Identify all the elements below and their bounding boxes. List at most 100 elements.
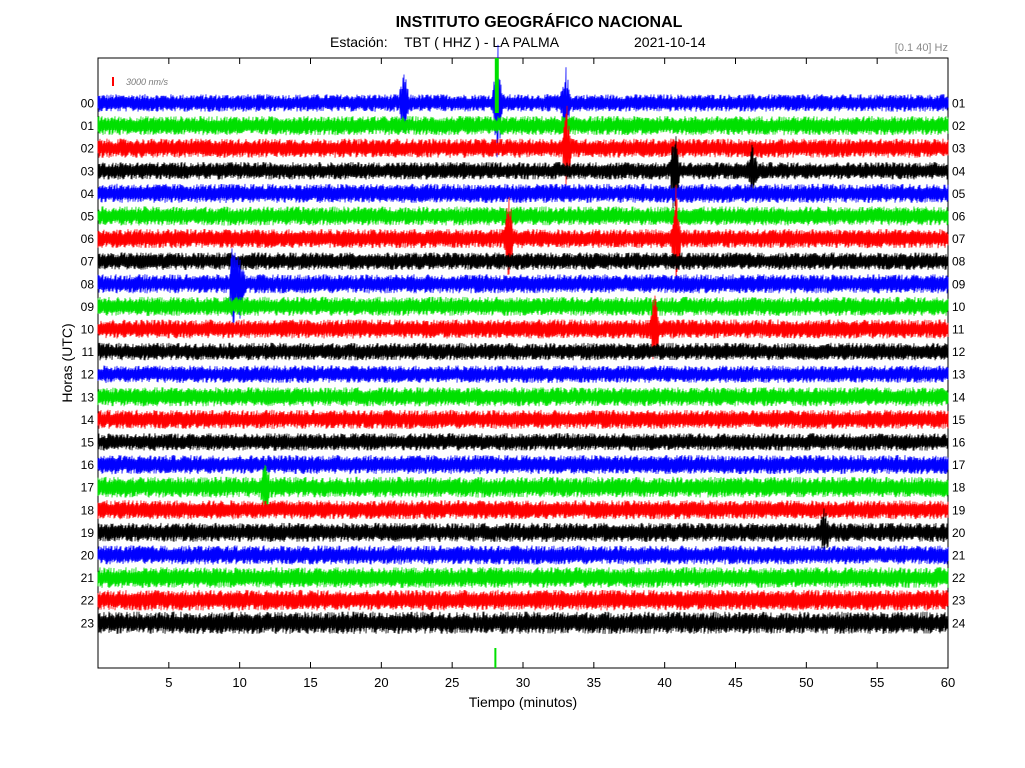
trace-hour-05 <box>97 206 949 226</box>
plot-area <box>97 57 949 669</box>
event-spike-bottom <box>494 648 497 668</box>
x-tick-label: 25 <box>445 675 459 690</box>
hour-label-left: 11 <box>82 345 95 359</box>
trace-hour-04 <box>97 183 949 204</box>
hour-label-left: 09 <box>81 300 95 314</box>
hour-label-left: 05 <box>81 210 95 224</box>
hour-label-right: 15 <box>952 413 966 427</box>
hour-label-left: 04 <box>81 187 95 201</box>
hour-labels-right: 01 02 03 04 05 06 07 08 09 10 11 12 13 14 15 16 17 18 19 20… <box>952 97 966 631</box>
hour-label-left: 06 <box>81 232 95 246</box>
hour-label-left: 22 <box>81 594 95 608</box>
hour-label-right: 14 <box>952 390 966 404</box>
hour-label-left: 20 <box>81 549 95 563</box>
trace-hour-03 <box>97 136 949 209</box>
hour-label-right: 22 <box>952 571 966 585</box>
record-date: 2021-10-14 <box>634 34 706 50</box>
x-tick-label: 5 <box>165 675 172 690</box>
scale-bar <box>112 77 114 86</box>
hour-label-right: 20 <box>952 526 966 540</box>
x-tick-label: 50 <box>799 675 813 690</box>
trace-hour-14 <box>97 409 949 430</box>
hour-label-right: 13 <box>952 368 966 382</box>
hour-label-left: 16 <box>81 458 95 472</box>
hour-label-left: 13 <box>81 390 95 404</box>
x-tick-label: 35 <box>587 675 601 690</box>
event-spike-top <box>494 58 499 113</box>
hour-label-left: 00 <box>81 97 95 111</box>
trace-hour-11 <box>97 342 949 361</box>
trace-hour-16 <box>97 454 949 475</box>
station-label: Estación: <box>330 34 388 50</box>
hour-label-right: 05 <box>952 187 966 201</box>
hour-label-right: 01 <box>952 97 966 111</box>
hour-label-left: 03 <box>81 164 95 178</box>
hour-label-left: 07 <box>81 255 95 269</box>
x-tick-label: 10 <box>232 675 246 690</box>
hour-label-left: 01 <box>81 119 95 133</box>
hour-label-right: 09 <box>952 277 966 291</box>
trace-hour-18 <box>97 500 949 520</box>
station-name: TBT ( HHZ ) - LA PALMA <box>404 34 560 50</box>
hour-label-left: 02 <box>81 142 95 156</box>
x-tick-label: 60 <box>941 675 955 690</box>
trace-hour-23 <box>97 611 949 635</box>
trace-hour-02 <box>97 105 949 186</box>
hour-label-left: 21 <box>81 571 95 585</box>
trace-hour-06 <box>97 184 949 293</box>
hour-label-left: 14 <box>81 413 95 427</box>
x-tick-label: 15 <box>303 675 317 690</box>
hour-label-left: 19 <box>81 526 95 540</box>
hour-label-right: 18 <box>952 481 966 495</box>
hour-label-right: 24 <box>952 616 966 630</box>
hour-label-left: 17 <box>81 481 95 495</box>
trace-hour-19 <box>97 508 949 556</box>
trace-hour-09 <box>97 296 949 317</box>
trace-hour-15 <box>97 433 949 451</box>
hour-label-right: 11 <box>952 323 965 337</box>
filter-band: [0.1 40] Hz <box>895 42 948 54</box>
x-tick-label: 45 <box>728 675 742 690</box>
hour-label-right: 19 <box>952 503 966 517</box>
seismic-traces <box>97 44 949 668</box>
hour-label-right: 21 <box>952 549 966 563</box>
hour-label-left: 10 <box>81 323 95 337</box>
x-tick-label: 55 <box>870 675 884 690</box>
hour-label-left: 15 <box>81 436 95 450</box>
hour-label-left: 23 <box>81 616 95 630</box>
hour-label-right: 03 <box>952 142 966 156</box>
hour-label-right: 04 <box>952 164 966 178</box>
hour-label-left: 08 <box>81 277 95 291</box>
trace-hour-13 <box>97 387 949 407</box>
hour-label-right: 23 <box>952 594 966 608</box>
trace-hour-20 <box>97 545 949 565</box>
hour-label-right: 08 <box>952 255 966 269</box>
x-tick-label: 40 <box>657 675 671 690</box>
hour-label-right: 16 <box>952 436 966 450</box>
hour-label-right: 06 <box>952 210 966 224</box>
hour-label-right: 12 <box>952 345 966 359</box>
hour-label-right: 07 <box>952 232 966 246</box>
trace-hour-08 <box>97 248 949 328</box>
hour-label-right: 10 <box>952 300 966 314</box>
trace-hour-07 <box>97 252 949 271</box>
trace-hour-00 <box>97 44 949 158</box>
hour-label-left: 18 <box>81 503 95 517</box>
x-tick-label: 30 <box>516 675 530 690</box>
hour-label-right: 02 <box>952 119 966 133</box>
chart-title: INSTITUTO GEOGRÁFICO NACIONAL <box>396 12 683 31</box>
hour-labels-left: 00 01 02 03 04 05 06 07 08 09 10 11 12 13 14 15 16 17 18 19… <box>81 97 95 631</box>
trace-hour-17 <box>97 464 949 510</box>
trace-hour-10 <box>97 295 949 360</box>
hour-label-left: 12 <box>81 368 95 382</box>
x-axis-title: Tiempo (minutos) <box>469 694 577 710</box>
hour-label-right: 17 <box>952 458 966 472</box>
trace-hour-22 <box>97 589 949 611</box>
trace-hour-01 <box>97 115 949 136</box>
trace-hour-21 <box>97 567 949 589</box>
y-axis-title: Horas (UTC) <box>59 323 75 402</box>
x-axis-ticks: 5 10 15 20 25 30 35 40 45 50 55 60 <box>165 58 955 690</box>
trace-hour-12 <box>97 365 949 384</box>
scale-label: 3000 nm/s <box>126 77 169 87</box>
